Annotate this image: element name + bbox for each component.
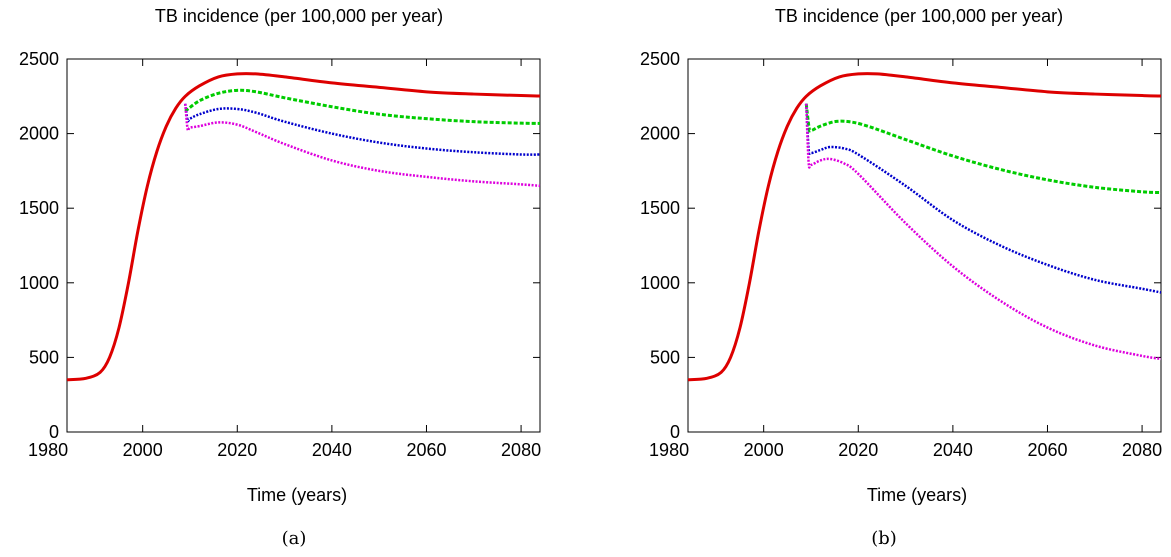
plot-area-b: 0 500 1000 1500 2000 2500 1980 2000 2020 2040 2060… xyxy=(640,49,1162,460)
x-tick-label: 1980 xyxy=(649,440,689,460)
plot-area-a: 0 500 1000 1500 2000 2500 1980 2000 2020 2040 2060… xyxy=(19,49,541,460)
x-tick-label: 2020 xyxy=(217,440,257,460)
y-tick-label: 1000 xyxy=(640,273,680,293)
chart-panel-b: TB incidence (per 100,000 per year) 0 500… xyxy=(586,0,1171,557)
chart-title: TB incidence (per 100,000 per year) xyxy=(154,6,444,26)
x-tick-label: 2060 xyxy=(406,440,446,460)
y-tick-label: 1000 xyxy=(19,273,59,293)
x-tick-label: 2000 xyxy=(123,440,163,460)
chart-title: TB incidence (per 100,000 per year) xyxy=(774,6,1064,26)
y-tick-label: 2000 xyxy=(19,124,59,144)
x-tick-label: 1980 xyxy=(28,440,68,460)
series-line-3 xyxy=(184,103,541,188)
series-line-1 xyxy=(184,88,541,125)
x-tick-label: 2080 xyxy=(1122,440,1162,460)
figure-caption-a: (a) xyxy=(281,528,307,549)
series-line-1 xyxy=(804,103,1162,195)
x-tick-label: 2000 xyxy=(744,440,784,460)
plot-frame xyxy=(687,58,1162,433)
figure-caption-b: (b) xyxy=(871,528,897,549)
series-line-2 xyxy=(805,103,1162,294)
y-tick-label: 1500 xyxy=(640,198,680,218)
x-tick-label: 2040 xyxy=(933,440,973,460)
x-tick-label: 2020 xyxy=(838,440,878,460)
x-tick-label: 2040 xyxy=(312,440,352,460)
series-line-0 xyxy=(66,72,541,382)
y-tick-label: 0 xyxy=(49,422,59,442)
y-tick-label: 2500 xyxy=(640,49,680,69)
y-tick-label: 500 xyxy=(650,347,680,367)
x-axis-label: Time (years) xyxy=(866,485,968,505)
chart-panel-a: TB incidence (per 100,000 per year) 0 500… xyxy=(0,0,585,557)
y-tick-label: 1500 xyxy=(19,198,59,218)
series-line-2 xyxy=(184,103,541,156)
y-tick-label: 0 xyxy=(670,422,680,442)
plot-frame xyxy=(66,58,541,433)
series-line-3 xyxy=(805,103,1162,361)
x-axis-label: Time (years) xyxy=(246,485,348,505)
y-tick-label: 500 xyxy=(29,347,59,367)
x-tick-label: 2060 xyxy=(1027,440,1067,460)
y-tick-label: 2500 xyxy=(19,49,59,69)
x-tick-label: 2080 xyxy=(501,440,541,460)
y-tick-label: 2000 xyxy=(640,124,680,144)
series-line-0 xyxy=(687,72,1162,382)
